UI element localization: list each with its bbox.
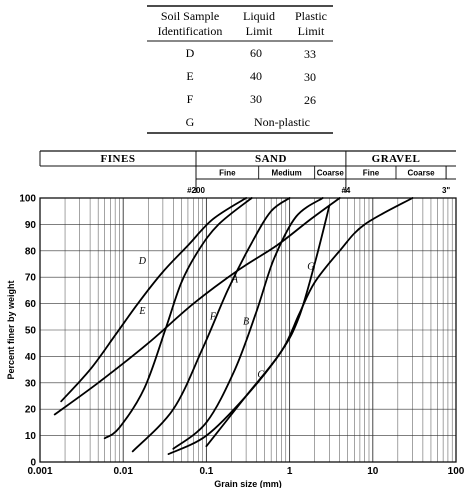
x-tick-label: 100 [448,466,465,477]
y-tick-label: 0 [30,458,36,469]
curve-e [103,197,253,440]
x-tick-label: 10 [367,466,379,477]
row-plastic-limit: 33 [304,47,316,61]
x-tick-label: 0.001 [27,466,52,477]
sieve-label: #4 [341,186,350,195]
row-liquid-limit: 60 [250,46,262,60]
row-id: D [186,46,195,60]
x-tick-label: 1 [287,466,293,477]
y-tick-label: 30 [25,378,37,389]
row-id: E [186,69,193,83]
sieve-label: 3" [442,186,450,195]
curve-g [205,197,414,448]
curve-label-a: A [231,274,239,285]
y-tick-label: 20 [25,405,37,416]
y-tick-label: 40 [25,352,37,363]
band-sublabel: Medium [272,169,302,178]
curve-f [131,197,291,453]
row-nonplastic: Non-plastic [254,115,310,129]
band-label-fines: FINES [101,153,136,165]
row-id: F [187,92,194,106]
grain-size-chart: 0 10 20 30 40 50 60 70 80 90 100 0.001 0.01 0.1 1 10 100… [6,150,465,488]
row-liquid-limit: 30 [250,92,262,106]
plot-frame [39,197,457,463]
curve-label-g: G [307,261,314,272]
band-sublabel: Fine [219,169,236,178]
band-label-gravel: GRAVEL [372,153,421,165]
y-axis-label: Percent finer by weight [6,280,16,379]
header-liquid-line2: Limit [246,24,273,38]
table-row: D 60 33 [186,46,316,61]
y-tick-label: 10 [25,431,37,442]
header-sample-line1: Soil Sample [161,9,219,23]
table-row: F 30 26 [187,92,316,107]
y-tick-label: 80 [25,246,37,257]
header-plastic-line2: Limit [298,24,325,38]
y-tick-label: 60 [25,299,37,310]
table-row: G Non-plastic [186,115,310,129]
curve-a [53,197,341,416]
header-plastic-line1: Plastic [295,9,327,23]
header-sample-line2: Identification [158,24,223,38]
table-row: E 40 30 [186,69,316,84]
band-label-sand: SAND [255,153,287,165]
curve-label-f: F [209,311,217,322]
sieve-label: #200 [187,186,205,195]
x-tick-label: 0.1 [199,466,213,477]
row-plastic-limit: 30 [304,70,316,84]
band-sublabel: Coarse [317,169,345,178]
curve-d [60,197,247,403]
curve-label-d: D [138,256,147,267]
curve-label-e: E [138,306,145,317]
x-tick-label: 0.01 [113,466,133,477]
y-tick-label: 90 [25,220,37,231]
y-tick-label: 50 [25,326,37,337]
row-plastic-limit: 26 [304,93,316,107]
header-liquid-line1: Liquid [243,9,275,23]
curve-label-b: B [243,317,249,328]
x-axis-label: Grain size (mm) [214,479,282,488]
curve-b [172,197,324,450]
band-sublabel: Fine [363,169,380,178]
band-sublabel: Coarse [407,169,435,178]
curve-label-c: C [257,370,264,381]
y-tick-label: 100 [19,194,36,205]
y-tick-label: 70 [25,273,37,284]
row-liquid-limit: 40 [250,69,262,83]
soil-sample-table: Soil Sample Identification Liquid Limit … [147,5,333,134]
row-id: G [186,115,195,129]
